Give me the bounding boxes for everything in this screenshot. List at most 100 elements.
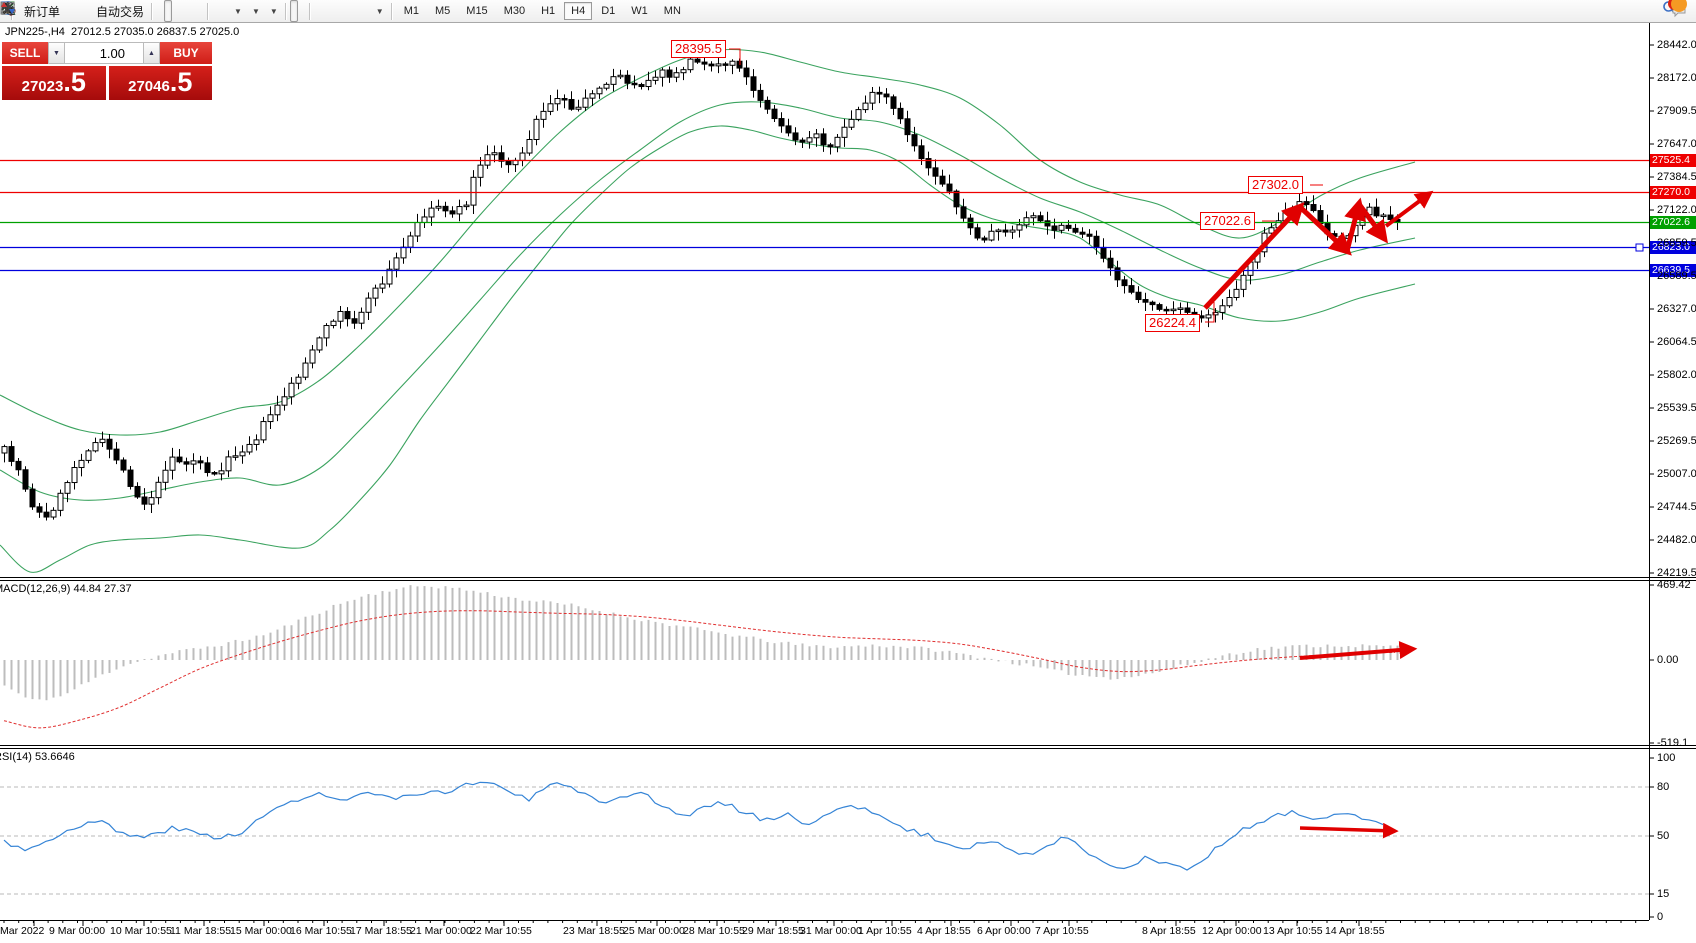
candle (799, 139, 806, 143)
candle (862, 102, 869, 111)
time-axis-label: 7 Apr 10:55 (1035, 925, 1089, 937)
price-annotation[interactable]: 27022.6 (1200, 212, 1255, 230)
macd-axis-tick: 469.42 (1657, 579, 1691, 591)
time-axis-label: 29 Mar 18:55 (742, 925, 804, 937)
candle (1338, 235, 1345, 239)
candle (568, 98, 575, 110)
candle (1023, 217, 1030, 226)
candle (1219, 305, 1226, 313)
toolbar: 新订单 自动交易 (0, 0, 1696, 23)
candle (498, 152, 505, 162)
time-axis-label: 31 Mar 00:00 (800, 925, 862, 937)
candle (225, 456, 232, 472)
forecast-arrow[interactable] (1356, 202, 1388, 244)
timeframe-w1[interactable]: W1 (631, 5, 648, 17)
timeframe-mn[interactable]: MN (663, 5, 681, 17)
dropdown-caret: ▼ (234, 6, 242, 16)
candle (624, 74, 631, 84)
timeframe-m1[interactable]: M1 (403, 5, 419, 17)
macd-signal-line (3, 610, 1396, 729)
forecast-arrow[interactable] (1384, 190, 1434, 228)
forecast-arrow[interactable] (1203, 202, 1305, 310)
candle (64, 482, 71, 494)
indicator-arrow[interactable] (1299, 822, 1399, 839)
candle (785, 125, 792, 134)
candle (603, 83, 610, 89)
candle (680, 69, 687, 74)
level-price-tag: 27525.4 (1650, 153, 1696, 167)
macd-label: MACD(12,26,9) 44.84 27.37 (0, 583, 132, 595)
text-label-button[interactable]: T (1, 0, 370, 22)
rsi-axis-tick: 80 (1657, 781, 1670, 793)
rsi-line (3, 781, 1384, 871)
candle (757, 89, 764, 101)
candle (813, 133, 820, 139)
timeframe-m15[interactable]: M15 (466, 5, 488, 17)
text-button[interactable]: A (4, 0, 362, 22)
line-handle[interactable] (1635, 243, 1644, 252)
candle (1310, 204, 1317, 212)
trendline-button[interactable] (2, 0, 338, 22)
indicator-arrow[interactable] (1299, 641, 1418, 660)
candle (274, 404, 281, 416)
candle (988, 230, 995, 241)
forecast-arrow[interactable] (1298, 205, 1352, 256)
timeframe-d1[interactable]: D1 (601, 5, 616, 17)
candle (442, 205, 449, 212)
volume-decrease-stepper[interactable]: ▼ (48, 42, 65, 64)
candle (169, 456, 176, 471)
candle (295, 376, 302, 384)
candle (449, 210, 456, 215)
time-axis-label: 22 Mar 10:55 (470, 925, 532, 937)
candle (953, 190, 960, 208)
candle (302, 362, 309, 378)
price-annotation[interactable]: 27302.0 (1248, 176, 1303, 194)
buy-button[interactable]: BUY (160, 42, 212, 64)
candle (127, 469, 134, 487)
volume-increase-stepper[interactable]: ▲ (143, 42, 160, 64)
sell-price[interactable]: 27023.5 (2, 66, 106, 100)
price-annotation[interactable]: 28395.5 (671, 40, 726, 58)
forecast-arrow[interactable] (1344, 197, 1367, 252)
trendline-icon (2, 2, 14, 14)
candle (659, 69, 666, 78)
candle (610, 76, 617, 85)
price-axis-tick: 27909.5 (1657, 105, 1696, 117)
forecast-arrows[interactable] (1203, 190, 1434, 839)
toolbar-right: 1 (1662, 0, 1692, 23)
timeframe-h1[interactable]: H1 (541, 5, 556, 17)
candle (1009, 229, 1016, 233)
candle (778, 118, 785, 127)
price-axis-tick: 25539.5 (1657, 402, 1696, 414)
price-annotation[interactable]: 26224.4 (1145, 314, 1200, 332)
candle (57, 492, 64, 511)
candle (1093, 235, 1100, 248)
price-axis-tick: 24219.5 (1657, 567, 1696, 579)
timeframe-h4[interactable]: H4 (564, 2, 593, 20)
candle (617, 74, 624, 78)
candle (820, 133, 827, 146)
volume-input[interactable]: 1.00 (65, 42, 143, 64)
candle (1163, 308, 1170, 312)
price-axis-tick: 26589.5 (1657, 270, 1696, 282)
timeframe-m30[interactable]: M30 (503, 5, 526, 17)
candle (974, 227, 981, 239)
candle (120, 459, 127, 471)
time-axis-label: 10 Mar 10:55 (110, 925, 172, 937)
candle (1037, 215, 1044, 222)
candle (792, 132, 799, 141)
arrows-button[interactable]: ▼ (1, 0, 388, 22)
ohlc-values: 27012.5 27035.0 26837.5 27025.0 (71, 26, 240, 38)
rsi-axis-tick: 100 (1657, 752, 1676, 764)
dropdown-caret: ▼ (269, 6, 278, 16)
notifications-button[interactable]: 1 (1668, 0, 1687, 23)
new-order-label: 新订单 (24, 4, 61, 19)
buy-price[interactable]: 27046.5 (108, 66, 212, 100)
timeframe-m5[interactable]: M5 (435, 5, 451, 17)
separator (308, 2, 311, 20)
candle (533, 118, 540, 141)
arrows-icon (1, 2, 15, 14)
sell-button[interactable]: SELL (2, 42, 48, 64)
